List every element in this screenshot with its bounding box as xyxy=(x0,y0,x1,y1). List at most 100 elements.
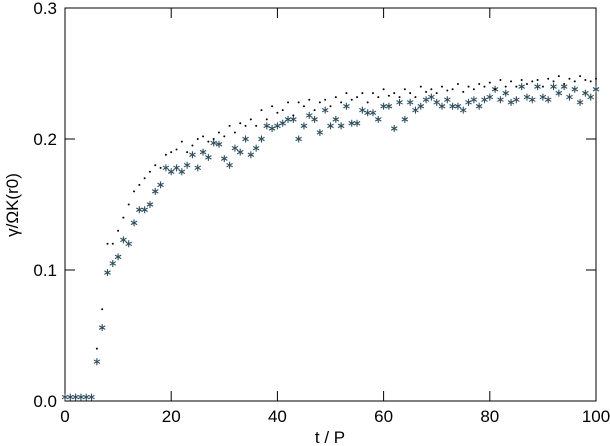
asterisk-point xyxy=(571,85,579,93)
asterisk-point xyxy=(390,125,398,133)
dot-point xyxy=(345,92,348,95)
dot-point xyxy=(414,96,417,99)
asterisk-point xyxy=(444,96,451,104)
asterisk-point xyxy=(104,269,111,277)
asterisk-point xyxy=(321,106,329,114)
dot-point xyxy=(212,138,215,140)
asterisk-point xyxy=(66,393,74,401)
asterisk-point xyxy=(146,201,154,208)
asterisk-point xyxy=(61,393,69,401)
dot-point xyxy=(462,90,465,93)
dot-point xyxy=(186,151,189,154)
asterisk-point xyxy=(157,181,164,189)
asterisk-point xyxy=(539,93,547,101)
dot-point xyxy=(504,85,507,88)
dot-point xyxy=(356,96,359,99)
asterisk-point xyxy=(316,128,324,136)
plot-frame xyxy=(64,7,597,402)
asterisk-point xyxy=(295,135,302,143)
dot-point xyxy=(133,190,136,193)
asterisk-point xyxy=(189,151,196,159)
asterisk-point xyxy=(72,393,79,401)
dot-point xyxy=(207,140,210,143)
asterisk-point xyxy=(114,253,122,261)
asterisk-point xyxy=(470,96,478,104)
dot-point xyxy=(287,101,290,104)
asterisk-point xyxy=(592,85,600,93)
x-axis-label: t / P xyxy=(315,428,345,446)
dot-point xyxy=(350,98,353,101)
dot-point xyxy=(127,203,130,206)
dot-point xyxy=(313,109,316,112)
dot-point xyxy=(377,96,380,99)
dot-point xyxy=(446,89,449,92)
asterisk-point xyxy=(82,393,90,401)
asterisk-point xyxy=(433,98,441,106)
dot-point xyxy=(276,111,279,114)
asterisk-point xyxy=(587,93,595,101)
dot-point xyxy=(525,82,528,85)
asterisk-point xyxy=(332,115,340,123)
dot-point xyxy=(239,122,242,125)
asterisk-point xyxy=(136,206,143,214)
x-tick-label: 20 xyxy=(162,407,181,426)
asterisk-point xyxy=(130,219,138,227)
dot-point xyxy=(547,77,550,80)
asterisk-point xyxy=(98,324,106,332)
asterisk-point xyxy=(502,89,510,97)
dot-point xyxy=(249,118,252,121)
asterisk-point xyxy=(327,122,334,130)
dot-point xyxy=(382,88,385,91)
asterisk-point xyxy=(518,83,525,91)
asterisk-point xyxy=(348,119,356,127)
asterisk-point xyxy=(268,125,276,133)
asterisk-point xyxy=(210,139,217,147)
asterisk-point xyxy=(396,98,403,106)
dot-point xyxy=(499,79,502,82)
asterisk-point xyxy=(385,102,393,110)
dot-point xyxy=(361,92,364,95)
asterisk-point xyxy=(353,119,361,127)
y-tick-label: 0.0 xyxy=(33,392,57,411)
dot-point xyxy=(595,77,597,80)
dot-point xyxy=(233,131,236,134)
asterisk-point xyxy=(422,96,430,104)
asterisk-point xyxy=(475,102,483,110)
asterisk-point xyxy=(337,122,345,130)
dot-point xyxy=(552,80,555,83)
asterisk-point xyxy=(205,153,212,161)
dot-point xyxy=(579,75,582,78)
asterisk-point xyxy=(364,109,371,117)
dot-point xyxy=(472,88,475,91)
dot-point xyxy=(281,109,284,112)
asterisk-point xyxy=(380,102,387,110)
y-tick-label: 0.3 xyxy=(33,0,57,18)
dot-point xyxy=(148,170,151,173)
asterisk-point xyxy=(555,89,563,97)
asterisk-point xyxy=(220,155,228,163)
dot-point xyxy=(271,105,274,108)
asterisk-point xyxy=(290,115,297,123)
dot-point xyxy=(398,96,401,99)
dot-point xyxy=(170,151,173,154)
asterisk-point xyxy=(120,236,127,244)
dot-point xyxy=(568,77,571,80)
dot-point xyxy=(340,101,343,104)
asterisk-point xyxy=(183,161,191,169)
y-tick-label: 0.1 xyxy=(33,261,57,280)
asterisk-point xyxy=(194,164,202,172)
dot-point xyxy=(244,124,247,127)
dot-point xyxy=(403,88,406,91)
dot-point xyxy=(164,153,167,156)
dot-point xyxy=(159,166,162,169)
dot-point xyxy=(106,242,109,245)
asterisk-point xyxy=(359,106,366,114)
asterisk-point xyxy=(252,144,260,152)
asterisk-point xyxy=(417,102,425,110)
dot-point xyxy=(435,92,438,95)
dot-point xyxy=(531,80,534,83)
dot-point xyxy=(409,92,412,95)
asterisk-point xyxy=(305,111,313,119)
asterisk-point xyxy=(151,187,159,195)
dot-point xyxy=(297,101,300,104)
